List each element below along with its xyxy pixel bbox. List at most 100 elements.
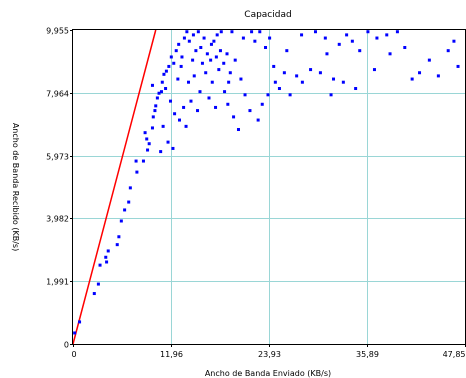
data-point bbox=[225, 52, 229, 56]
data-point bbox=[150, 83, 154, 87]
data-point bbox=[256, 118, 260, 122]
data-point bbox=[106, 249, 110, 253]
data-point bbox=[117, 235, 121, 239]
data-point bbox=[385, 33, 389, 37]
data-point bbox=[96, 282, 100, 286]
data-point bbox=[250, 30, 254, 34]
data-point bbox=[337, 42, 341, 46]
data-point bbox=[119, 219, 123, 223]
data-point bbox=[258, 30, 262, 34]
data-point bbox=[141, 159, 145, 163]
data-point bbox=[157, 91, 161, 95]
data-point bbox=[273, 80, 277, 84]
data-point bbox=[151, 115, 155, 119]
data-point bbox=[210, 80, 214, 84]
y-tick-label: 5,973 bbox=[46, 153, 69, 162]
data-point bbox=[198, 90, 202, 94]
data-point bbox=[436, 74, 440, 78]
data-point bbox=[260, 102, 264, 106]
data-point bbox=[192, 74, 196, 78]
data-point bbox=[159, 90, 163, 94]
data-point bbox=[167, 64, 171, 68]
data-point bbox=[166, 140, 170, 144]
data-point bbox=[318, 71, 322, 75]
data-point bbox=[169, 55, 173, 59]
data-point bbox=[300, 33, 304, 37]
data-point bbox=[191, 58, 195, 62]
data-point bbox=[115, 243, 119, 247]
data-point bbox=[452, 39, 456, 43]
data-point bbox=[329, 93, 333, 97]
data-point bbox=[341, 80, 345, 84]
x-tick-label: 35,89 bbox=[356, 350, 379, 359]
data-point bbox=[128, 186, 132, 190]
data-point bbox=[209, 42, 213, 46]
data-point bbox=[253, 39, 257, 43]
data-point bbox=[164, 69, 168, 73]
data-point bbox=[173, 112, 177, 116]
data-point bbox=[410, 77, 414, 81]
data-point bbox=[160, 80, 164, 84]
data-point bbox=[233, 58, 237, 62]
data-point bbox=[182, 36, 186, 40]
data-point bbox=[180, 55, 184, 59]
data-point bbox=[309, 68, 313, 72]
data-point bbox=[372, 68, 376, 72]
data-point bbox=[200, 61, 204, 65]
data-point bbox=[403, 46, 407, 50]
data-point bbox=[272, 64, 276, 68]
data-point bbox=[427, 58, 431, 62]
data-point bbox=[228, 71, 232, 75]
data-point bbox=[215, 33, 219, 37]
data-point bbox=[135, 170, 139, 174]
data-point bbox=[172, 61, 176, 65]
data-point bbox=[207, 96, 211, 100]
data-point bbox=[288, 93, 292, 97]
y-tick-label: 7,964 bbox=[46, 90, 69, 99]
data-point bbox=[232, 115, 236, 119]
data-point bbox=[313, 30, 317, 34]
data-point bbox=[388, 52, 392, 56]
data-point bbox=[159, 150, 163, 154]
data-point bbox=[168, 99, 172, 103]
data-point bbox=[236, 128, 240, 132]
data-point bbox=[171, 146, 175, 150]
data-point bbox=[202, 36, 206, 40]
data-point bbox=[194, 49, 198, 53]
data-point bbox=[145, 137, 149, 141]
data-point bbox=[196, 109, 200, 113]
data-point bbox=[164, 87, 168, 91]
data-point bbox=[196, 30, 200, 34]
y-tick-label: 3,982 bbox=[46, 215, 69, 224]
data-point bbox=[332, 77, 336, 81]
data-point bbox=[78, 320, 82, 324]
reference-line bbox=[72, 29, 157, 345]
data-point bbox=[295, 74, 299, 78]
data-point bbox=[204, 71, 208, 75]
data-point bbox=[375, 36, 379, 40]
data-point bbox=[219, 30, 223, 34]
data-point bbox=[456, 64, 460, 68]
data-point bbox=[73, 331, 77, 335]
data-point bbox=[354, 87, 358, 91]
data-point bbox=[92, 292, 96, 296]
data-point bbox=[277, 87, 281, 91]
y-tick-label: 0 bbox=[64, 341, 69, 350]
data-point bbox=[153, 109, 157, 113]
x-tick-label: 47,85 bbox=[443, 350, 466, 359]
data-point bbox=[345, 33, 349, 37]
data-point bbox=[177, 42, 181, 46]
data-point bbox=[230, 30, 234, 34]
data-point bbox=[184, 124, 188, 128]
data-point bbox=[214, 55, 218, 59]
data-point bbox=[146, 148, 150, 152]
data-point bbox=[104, 255, 108, 259]
data-point bbox=[187, 39, 191, 43]
x-tick-label: 23,93 bbox=[258, 350, 281, 359]
data-point bbox=[154, 104, 158, 108]
data-point bbox=[268, 36, 272, 40]
data-point bbox=[212, 39, 216, 43]
data-point bbox=[264, 46, 268, 50]
data-point bbox=[179, 64, 183, 68]
